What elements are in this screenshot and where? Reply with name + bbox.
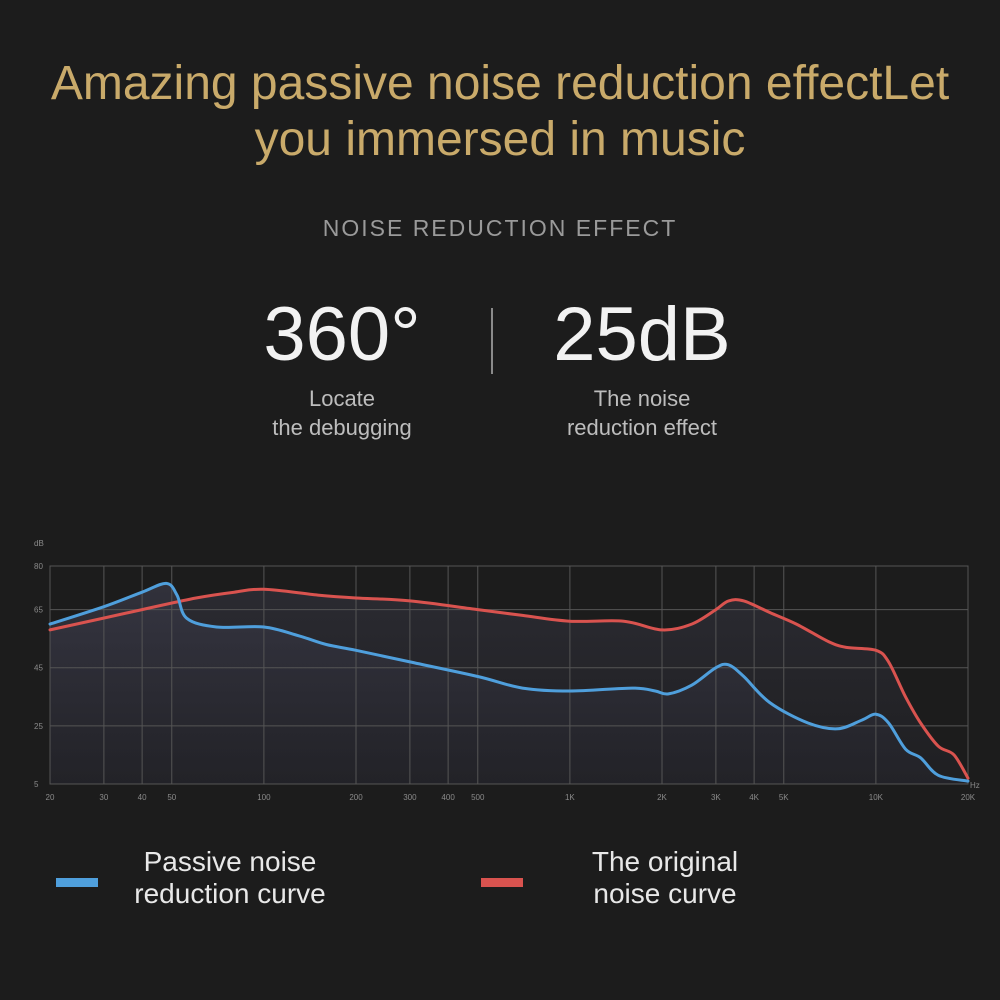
stat-caption-line-2: reduction effect [566, 415, 718, 440]
stat-360: 360° Locate the debugging [192, 290, 492, 442]
x-tick-label: 5K [779, 793, 789, 802]
stat-caption-line-1: Locate [308, 386, 376, 411]
x-tick-label: 20K [961, 793, 976, 802]
x-axis-label: Hz [970, 781, 980, 790]
x-tick-label: 40 [138, 793, 147, 802]
x-tick-label: 400 [441, 793, 455, 802]
legend-label-passive: Passive noise reduction curve [100, 846, 360, 910]
series-area-passive [50, 583, 968, 784]
y-tick-label: 45 [34, 664, 43, 673]
x-tick-label: 2K [657, 793, 667, 802]
headline: Amazing passive noise reduction effectLe… [0, 56, 1000, 168]
x-tick-label: 3K [711, 793, 721, 802]
x-tick-label: 300 [403, 793, 417, 802]
stat-caption: Locate the debugging [192, 384, 492, 442]
stat-value: 360° [263, 292, 421, 377]
y-tick-label: 65 [34, 606, 43, 615]
headline-line-1: Amazing passive noise reduction effectLe… [50, 57, 950, 110]
y-tick-label: 5 [34, 780, 39, 789]
stat-divider [491, 308, 493, 374]
x-tick-label: 20 [46, 793, 55, 802]
stat-caption-line-2: the debugging [272, 415, 412, 440]
stat-caption: The noise reduction effect [492, 384, 792, 442]
x-tick-label: 1K [565, 793, 575, 802]
legend-label-line-2: noise curve [593, 878, 737, 909]
y-tick-label: 80 [34, 562, 43, 571]
x-tick-label: 30 [99, 793, 108, 802]
legend-label-original: The original noise curve [540, 846, 790, 910]
stat-caption-line-1: The noise [593, 386, 691, 411]
section-label: NOISE REDUCTION EFFECT [322, 215, 678, 241]
legend-swatch-passive [56, 878, 98, 887]
x-tick-label: 200 [349, 793, 363, 802]
noise-curve-chart: 5 25 45 65 80 dB 20 30 40 50 100 200 300 400 500 1K 2K 3K… [34, 539, 980, 802]
legend-label-line-2: reduction curve [134, 878, 326, 909]
x-tick-label: 500 [471, 793, 485, 802]
stat-value: 25dB [553, 292, 731, 377]
y-axis-label: dB [34, 539, 44, 548]
legend-label-line-1: The original [591, 846, 739, 877]
x-tick-label: 50 [167, 793, 176, 802]
x-tick-label: 100 [257, 793, 271, 802]
x-tick-label: 4K [749, 793, 759, 802]
y-tick-label: 25 [34, 722, 43, 731]
stat-25db: 25dB The noise reduction effect [492, 290, 792, 442]
headline-line-2: you immersed in music [254, 113, 746, 166]
series-line-passive [48, 581, 970, 783]
legend-label-line-1: Passive noise [143, 846, 317, 877]
legend-swatch-original [481, 878, 523, 887]
x-tick-label: 10K [869, 793, 884, 802]
series-line-original [48, 587, 970, 780]
